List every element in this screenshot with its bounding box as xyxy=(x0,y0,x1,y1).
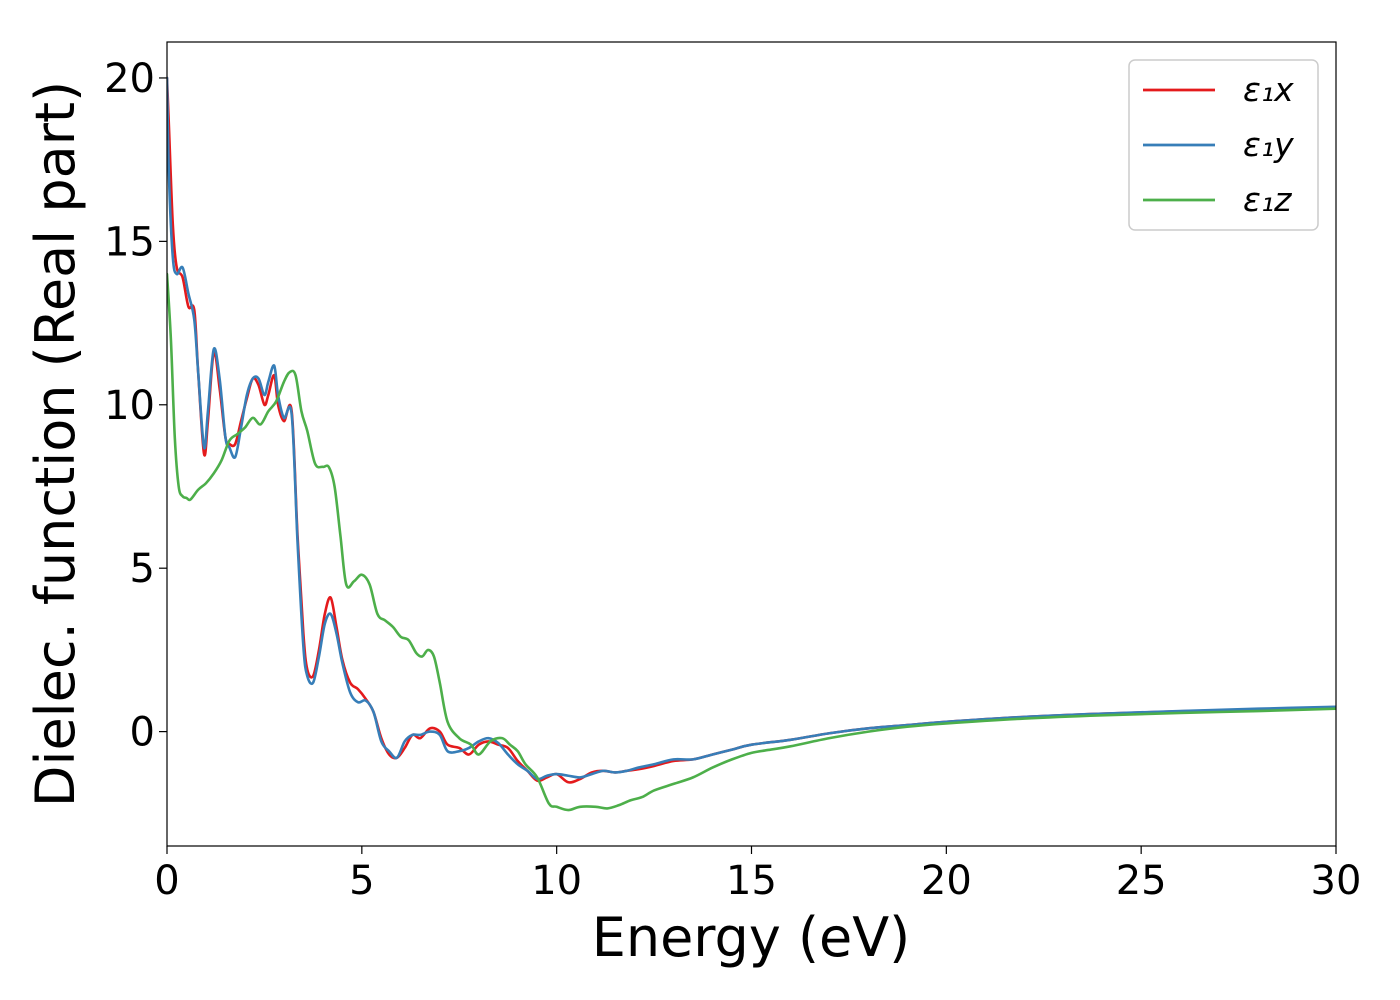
x-tick-label: 30 xyxy=(1311,858,1362,904)
legend: ε₁x ε₁y ε₁z xyxy=(1128,59,1319,231)
y-tick-label: 0 xyxy=(130,710,155,756)
x-tick-label: 15 xyxy=(726,858,777,904)
x-tick-label: 10 xyxy=(531,858,582,904)
y-tick-label: 5 xyxy=(130,546,155,592)
x-tick-label: 0 xyxy=(154,858,179,904)
y-tick-label: 10 xyxy=(104,383,155,429)
x-axis-label: Energy (eV) xyxy=(592,906,911,969)
series-line-3 xyxy=(167,272,1336,812)
y-tick-label: 15 xyxy=(104,219,155,265)
legend-label-3: ε₁z xyxy=(1243,180,1292,219)
y-tick-label: 20 xyxy=(104,56,155,102)
y-axis-label: Dielec. function (Real part) xyxy=(24,81,87,807)
legend-label-1: ε₁x xyxy=(1243,70,1294,109)
legend-box xyxy=(1128,59,1319,231)
series-line-2 xyxy=(167,76,1336,781)
ticks-layer: 0 5 10 15 20 25 30 0 5 10 15 20 xyxy=(104,56,1361,904)
x-tick-label: 5 xyxy=(349,858,374,904)
x-tick-label: 20 xyxy=(921,858,972,904)
x-tick-label: 25 xyxy=(1116,858,1167,904)
legend-label-2: ε₁y xyxy=(1243,125,1294,164)
legend-items: ε₁x ε₁y ε₁z xyxy=(1143,70,1294,219)
series-layer xyxy=(167,76,1336,812)
